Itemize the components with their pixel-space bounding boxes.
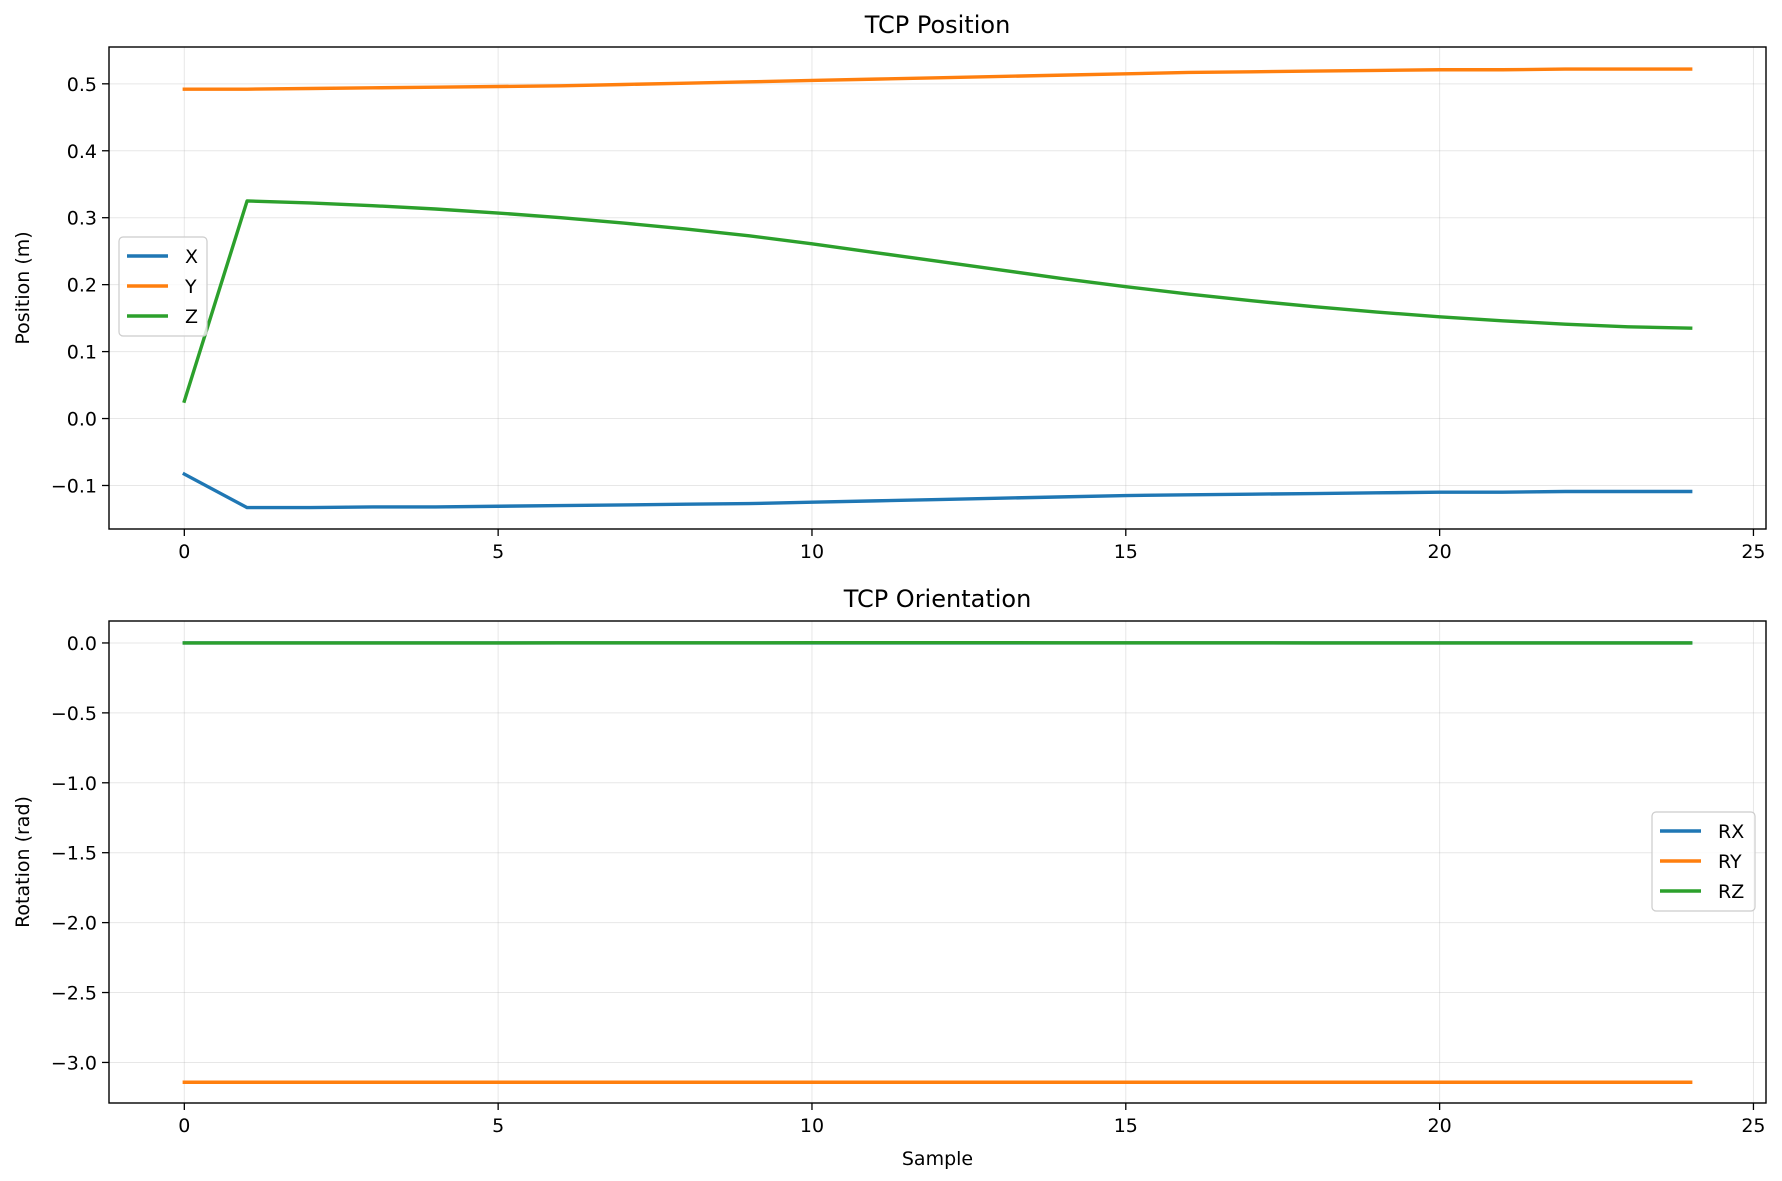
chart1-y-tick-label-4: −2.0 (51, 913, 97, 935)
chart0-series-z-line (182, 199, 1693, 404)
chart1-y-tick-label-3: −1.5 (51, 843, 97, 865)
chart0-title: TCP Position (864, 11, 1011, 39)
chart1-axes-frame (108, 620, 1767, 1104)
chart1-x-tick-label-0: 0 (178, 1115, 190, 1137)
chart0-legend-label-y: Y (184, 276, 197, 298)
chart1-y-tick-label-5: −2.5 (51, 983, 97, 1005)
chart0-series-x-line (182, 471, 1693, 510)
chart1-legend-label-rz: RZ (1718, 881, 1744, 903)
chart1-x-axis-label: Sample (902, 1148, 973, 1170)
chart0-y-tick-label-6: 0.5 (67, 74, 97, 96)
chart0-x-tick-label-0: 0 (178, 541, 190, 563)
chart1-x-tick-label-20: 20 (1428, 1115, 1452, 1137)
chart0-legend: XYZ (118, 236, 208, 337)
chart0-y-tick-label-0: −0.1 (51, 475, 97, 497)
tcp-position-panel: 0 5 10 15 20 25 −0.1 0.0 0.1 0.2 0.3 0.4 0.5 TCP Posi… (12, 11, 1767, 563)
chart1-x-tick-label-10: 10 (800, 1115, 824, 1137)
chart1-title: TCP Orientation (843, 585, 1032, 613)
chart1-x-tick-label-15: 15 (1114, 1115, 1138, 1137)
chart1-x-tick-label-5: 5 (492, 1115, 504, 1137)
chart0-x-tick-label-15: 15 (1114, 541, 1138, 563)
chart0-series-y-line (182, 67, 1693, 91)
chart1-legend-box (1651, 811, 1756, 912)
chart0-y-tick-label-4: 0.3 (67, 208, 97, 230)
chart1-y-tick-label-1: −0.5 (51, 703, 97, 725)
chart0-x-tick-label-20: 20 (1428, 541, 1452, 563)
chart1-x-tick-label-25: 25 (1741, 1115, 1765, 1137)
chart0-x-tick-label-25: 25 (1741, 541, 1765, 563)
chart0-x-tick-label-5: 5 (492, 541, 504, 563)
chart1-legend: RX RY RZ (1651, 811, 1756, 912)
chart1-legend-label-rx: RX (1718, 821, 1744, 843)
chart0-legend-label-z: Z (185, 306, 198, 328)
chart0-y-tick-label-2: 0.1 (67, 342, 97, 364)
chart1-legend-label-ry: RY (1718, 851, 1742, 873)
chart0-y-tick-label-3: 0.2 (67, 275, 97, 297)
chart0-axes-frame (108, 46, 1767, 530)
chart1-y-tick-label-6: −3.0 (51, 1052, 97, 1074)
chart0-legend-label-x: X (185, 246, 198, 268)
chart0-x-tick-label-10: 10 (800, 541, 824, 563)
chart1-y-axis-label: Rotation (rad) (12, 796, 34, 928)
chart0-y-tick-label-5: 0.4 (67, 141, 97, 163)
chart1-y-tick-label-2: −1.0 (51, 773, 97, 795)
chart0-y-tick-label-1: 0.0 (67, 409, 97, 431)
chart0-y-axis-label: Position (m) (12, 231, 34, 344)
tcp-orientation-panel: 0 5 10 15 20 25 0.0 −0.5 −1.0 −1.5 −2.0 −2.5 −3.0 TCP… (12, 585, 1767, 1170)
chart1-y-tick-label-0: 0.0 (67, 633, 97, 655)
